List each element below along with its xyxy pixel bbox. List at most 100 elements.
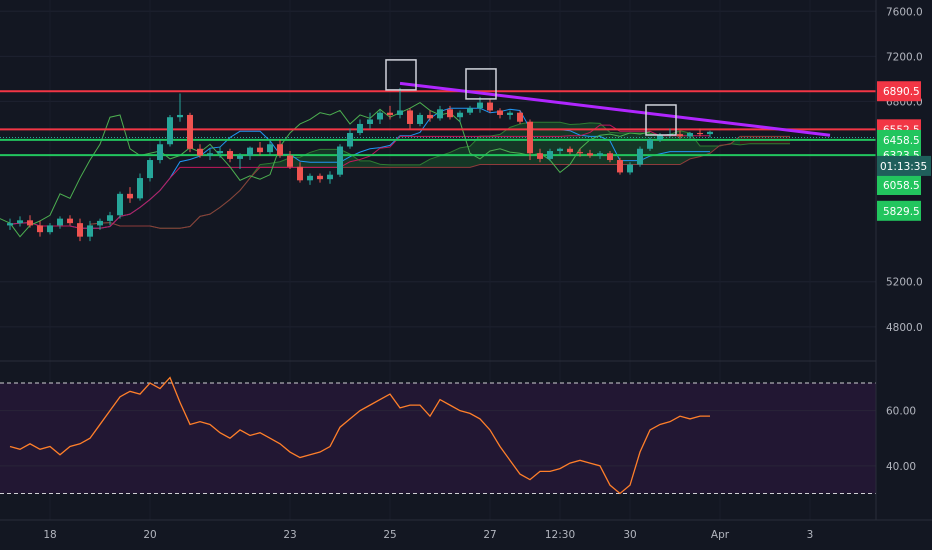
price-tick-label: 7200.0 bbox=[886, 51, 923, 63]
candle-body-28 bbox=[287, 155, 293, 167]
candle-body-24 bbox=[247, 147, 253, 156]
trendline bbox=[399, 81, 831, 137]
candle-body-38 bbox=[387, 112, 393, 115]
oscillator-panel bbox=[0, 376, 876, 495]
cloud-segment-57 bbox=[660, 134, 670, 165]
candle-body-5 bbox=[57, 218, 63, 226]
candle-body-7 bbox=[77, 223, 83, 237]
candle-body-21 bbox=[217, 151, 223, 154]
candle-body-62 bbox=[627, 164, 633, 173]
candle-body-57 bbox=[577, 152, 583, 154]
time-tick-label: Apr bbox=[711, 529, 730, 541]
candle-body-61 bbox=[617, 160, 623, 173]
candle-body-16 bbox=[167, 117, 173, 145]
candle-body-69 bbox=[697, 132, 703, 135]
candle-body-40 bbox=[407, 110, 413, 124]
cloud-segment-37 bbox=[460, 146, 470, 168]
cloud-segment-32 bbox=[410, 164, 420, 168]
time-tick-label: 25 bbox=[383, 529, 396, 541]
cloud-segment-22 bbox=[310, 149, 320, 168]
candle-body-35 bbox=[357, 123, 363, 133]
candle-body-31 bbox=[317, 175, 323, 180]
candle-body-60 bbox=[607, 153, 613, 161]
candle-body-58 bbox=[587, 153, 593, 156]
candle-body-64 bbox=[647, 139, 653, 149]
price-tag-label: 5829.5 bbox=[883, 206, 920, 218]
candle-body-46 bbox=[467, 108, 473, 113]
cloud-segment-36 bbox=[450, 147, 460, 168]
cloud-segment-30 bbox=[390, 164, 400, 168]
candle-body-67 bbox=[677, 134, 683, 137]
candle-body-1 bbox=[17, 220, 23, 224]
price-tag-box-2 bbox=[877, 129, 921, 150]
candle-body-39 bbox=[397, 110, 403, 115]
candle-body-50 bbox=[507, 112, 513, 115]
candle-body-56 bbox=[567, 148, 573, 153]
oscillator-tick-label: 40.00 bbox=[886, 461, 916, 473]
candle-body-68 bbox=[687, 132, 693, 137]
price-levels[interactable] bbox=[0, 90, 876, 157]
candle-body-41 bbox=[417, 114, 423, 124]
cloud-segment-31 bbox=[400, 164, 410, 168]
candle-body-23 bbox=[237, 155, 243, 159]
price-tags: 6890.56552.56458.56323.56058.55829.501:1… bbox=[877, 81, 931, 221]
candle-body-8 bbox=[87, 225, 93, 237]
candle-body-11 bbox=[117, 193, 123, 216]
highlight-box-1 bbox=[465, 68, 497, 100]
candle-body-17 bbox=[177, 114, 183, 118]
candlesticks bbox=[7, 87, 713, 242]
candle-body-0 bbox=[7, 223, 13, 226]
time-tick-label: 3 bbox=[807, 529, 814, 541]
cloud-segment-23 bbox=[320, 149, 330, 168]
cloud-segment-35 bbox=[440, 152, 450, 168]
drawings[interactable] bbox=[385, 59, 831, 137]
candle-body-19 bbox=[197, 148, 203, 156]
candle-body-47 bbox=[477, 102, 483, 109]
candle-body-30 bbox=[307, 175, 313, 181]
price-tick-label: 5200.0 bbox=[886, 277, 923, 289]
oscillator-tick-label: 60.00 bbox=[886, 406, 916, 418]
time-tick-label: 20 bbox=[143, 529, 156, 541]
candle-body-34 bbox=[347, 132, 353, 147]
candle-body-3 bbox=[37, 225, 43, 233]
oscillator-band-fill bbox=[0, 383, 876, 494]
candle-body-2 bbox=[27, 220, 33, 226]
candle-body-55 bbox=[557, 148, 563, 152]
candle-body-59 bbox=[597, 153, 603, 156]
candle-body-13 bbox=[137, 178, 143, 199]
candle-body-20 bbox=[207, 153, 213, 156]
candle-body-36 bbox=[367, 119, 373, 124]
candle-body-37 bbox=[377, 112, 383, 120]
candle-body-6 bbox=[67, 218, 73, 224]
time-tick-label: 30 bbox=[623, 529, 636, 541]
candle-body-48 bbox=[487, 102, 493, 111]
candle-body-52 bbox=[527, 121, 533, 154]
price-tag-box-0 bbox=[877, 81, 921, 102]
highlight-box-0 bbox=[385, 59, 417, 91]
price-tag-label: 6058.5 bbox=[883, 180, 920, 192]
time-tick-label: 23 bbox=[283, 529, 296, 541]
price-tick-label: 4800.0 bbox=[886, 322, 923, 334]
price-tag-box-5 bbox=[877, 200, 921, 221]
countdown-tag-box bbox=[877, 155, 931, 176]
candle-body-43 bbox=[437, 109, 443, 119]
candle-body-25 bbox=[257, 147, 263, 153]
time-axis[interactable]: 18 20 23 25 27 12:30 30 Apr 3 bbox=[43, 529, 813, 541]
candle-body-44 bbox=[447, 109, 453, 118]
cloud-segment-28 bbox=[370, 160, 380, 168]
candle-body-9 bbox=[97, 220, 103, 226]
candle-body-29 bbox=[297, 166, 303, 181]
candle-body-70 bbox=[707, 131, 713, 135]
candle-body-14 bbox=[147, 160, 153, 179]
price-tag-box-4 bbox=[877, 174, 921, 195]
candle-body-63 bbox=[637, 148, 643, 165]
candle-body-15 bbox=[157, 144, 163, 161]
candle-body-26 bbox=[267, 144, 273, 153]
time-tick-label: 18 bbox=[43, 529, 56, 541]
cloud-segment-47 bbox=[560, 122, 570, 165]
senkou-span-b bbox=[89, 135, 790, 229]
candle-body-4 bbox=[47, 225, 53, 233]
candle-body-27 bbox=[277, 144, 283, 156]
highlight-box-2 bbox=[645, 104, 677, 136]
